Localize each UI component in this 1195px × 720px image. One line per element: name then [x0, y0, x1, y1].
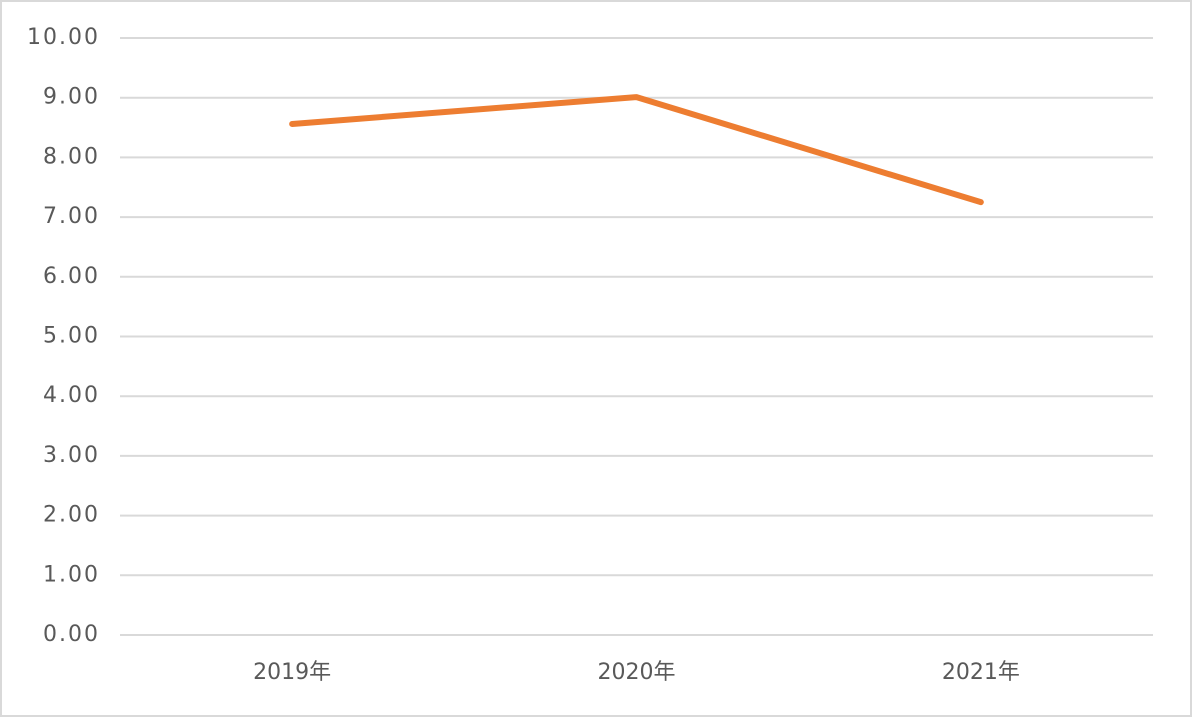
y-tick-label: 10.00: [27, 25, 100, 50]
x-tick-label: 2020年: [598, 660, 676, 685]
y-tick-label: 7.00: [43, 204, 100, 229]
y-tick-label: 9.00: [43, 85, 100, 110]
x-tick-label: 2019年: [253, 660, 331, 685]
y-tick-label: 6.00: [43, 264, 100, 289]
y-tick-label: 5.00: [43, 324, 100, 349]
x-tick-label: 2021年: [942, 660, 1020, 685]
y-tick-label: 8.00: [43, 144, 100, 169]
y-tick-label: 4.00: [43, 383, 100, 408]
y-tick-label: 3.00: [43, 443, 100, 468]
data-line: [289, 94, 984, 206]
y-tick-label: 0.00: [43, 622, 100, 647]
y-tick-label: 2.00: [43, 503, 100, 528]
y-tick-label: 1.00: [43, 562, 100, 587]
